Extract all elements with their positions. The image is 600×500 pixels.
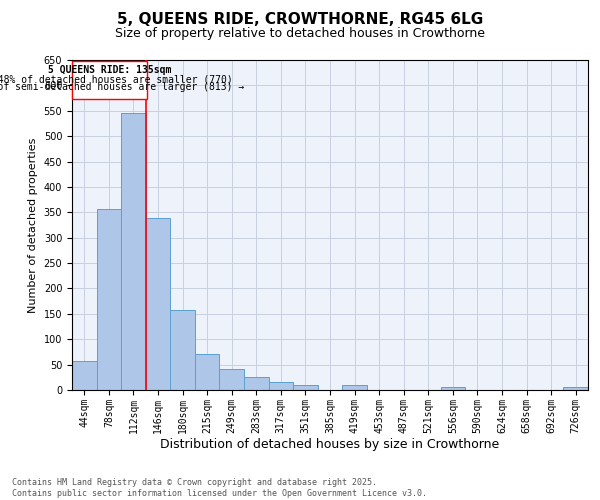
- Text: ← 48% of detached houses are smaller (770): ← 48% of detached houses are smaller (77…: [0, 74, 233, 84]
- Bar: [440, 388, 465, 390]
- Text: 51% of semi-detached houses are larger (813) →: 51% of semi-detached houses are larger (…: [0, 82, 245, 92]
- Text: Size of property relative to detached houses in Crowthorne: Size of property relative to detached ho…: [115, 28, 485, 40]
- Bar: [244, 378, 269, 390]
- FancyBboxPatch shape: [72, 61, 147, 99]
- Bar: [195, 354, 220, 390]
- Bar: [97, 210, 121, 390]
- Bar: [121, 114, 146, 390]
- Bar: [170, 310, 195, 390]
- Bar: [269, 382, 293, 390]
- Bar: [342, 386, 367, 390]
- X-axis label: Distribution of detached houses by size in Crowthorne: Distribution of detached houses by size …: [160, 438, 500, 452]
- Bar: [72, 360, 97, 390]
- Bar: [563, 388, 588, 390]
- Y-axis label: Number of detached properties: Number of detached properties: [28, 138, 38, 312]
- Bar: [220, 368, 244, 390]
- Bar: [146, 218, 170, 390]
- Text: 5, QUEENS RIDE, CROWTHORNE, RG45 6LG: 5, QUEENS RIDE, CROWTHORNE, RG45 6LG: [117, 12, 483, 28]
- Text: 5 QUEENS RIDE: 135sqm: 5 QUEENS RIDE: 135sqm: [48, 65, 171, 75]
- Text: Contains HM Land Registry data © Crown copyright and database right 2025.
Contai: Contains HM Land Registry data © Crown c…: [12, 478, 427, 498]
- Bar: [293, 386, 318, 390]
